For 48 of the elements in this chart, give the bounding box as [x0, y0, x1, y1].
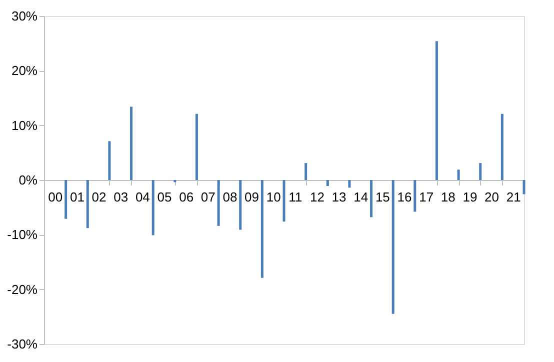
- y-tick-label: -20%: [7, 282, 38, 297]
- y-tick-label: 10%: [11, 118, 38, 133]
- y-tick-label: 30%: [11, 8, 38, 24]
- bar: [217, 180, 220, 226]
- bar: [282, 180, 286, 222]
- bar: [522, 180, 526, 194]
- x-tick-label: 00: [48, 190, 63, 204]
- x-tick-label: 05: [157, 190, 172, 204]
- x-tick-label: 09: [244, 190, 260, 204]
- x-tick-label: 03: [114, 190, 128, 204]
- x-tick-label: 18: [440, 190, 456, 204]
- x-tick-label: 16: [397, 190, 412, 204]
- bar: [479, 163, 482, 180]
- bar: [195, 114, 198, 180]
- bar: [370, 180, 373, 218]
- bar: [108, 141, 111, 180]
- x-tick-label: 15: [375, 190, 390, 204]
- bar: [435, 41, 438, 180]
- x-tick-label: 01: [70, 190, 84, 204]
- bar: [304, 163, 308, 180]
- bar: [392, 180, 394, 314]
- y-tick-label: 0%: [18, 172, 38, 188]
- x-tick-label: 06: [179, 190, 194, 204]
- x-tick-label: 14: [354, 190, 368, 204]
- bar: [239, 180, 242, 230]
- bar: [152, 180, 154, 236]
- y-tick-label: -10%: [7, 227, 38, 242]
- y-tick-label: 20%: [11, 63, 38, 78]
- bar: [260, 180, 264, 278]
- x-tick-label: 07: [200, 190, 216, 204]
- bar: [130, 106, 133, 180]
- bar: [457, 170, 460, 180]
- bar: [64, 180, 68, 219]
- x-tick-label: 19: [462, 190, 478, 204]
- x-tick-label: 11: [288, 190, 302, 204]
- y-tick-label: -30%: [7, 336, 38, 352]
- x-tick-label: 04: [135, 190, 150, 204]
- bar: [86, 180, 89, 228]
- x-tick-label: 20: [484, 190, 500, 204]
- bar: [414, 180, 416, 212]
- x-tick-label: 17: [419, 190, 434, 204]
- x-tick-label: 12: [310, 190, 324, 204]
- x-tick-label: 13: [332, 190, 346, 204]
- x-tick-label: 02: [92, 190, 106, 204]
- x-tick-label: 21: [506, 190, 521, 204]
- x-tick-label: 10: [266, 190, 281, 204]
- bar: [500, 114, 504, 180]
- x-tick-label: 08: [222, 190, 238, 204]
